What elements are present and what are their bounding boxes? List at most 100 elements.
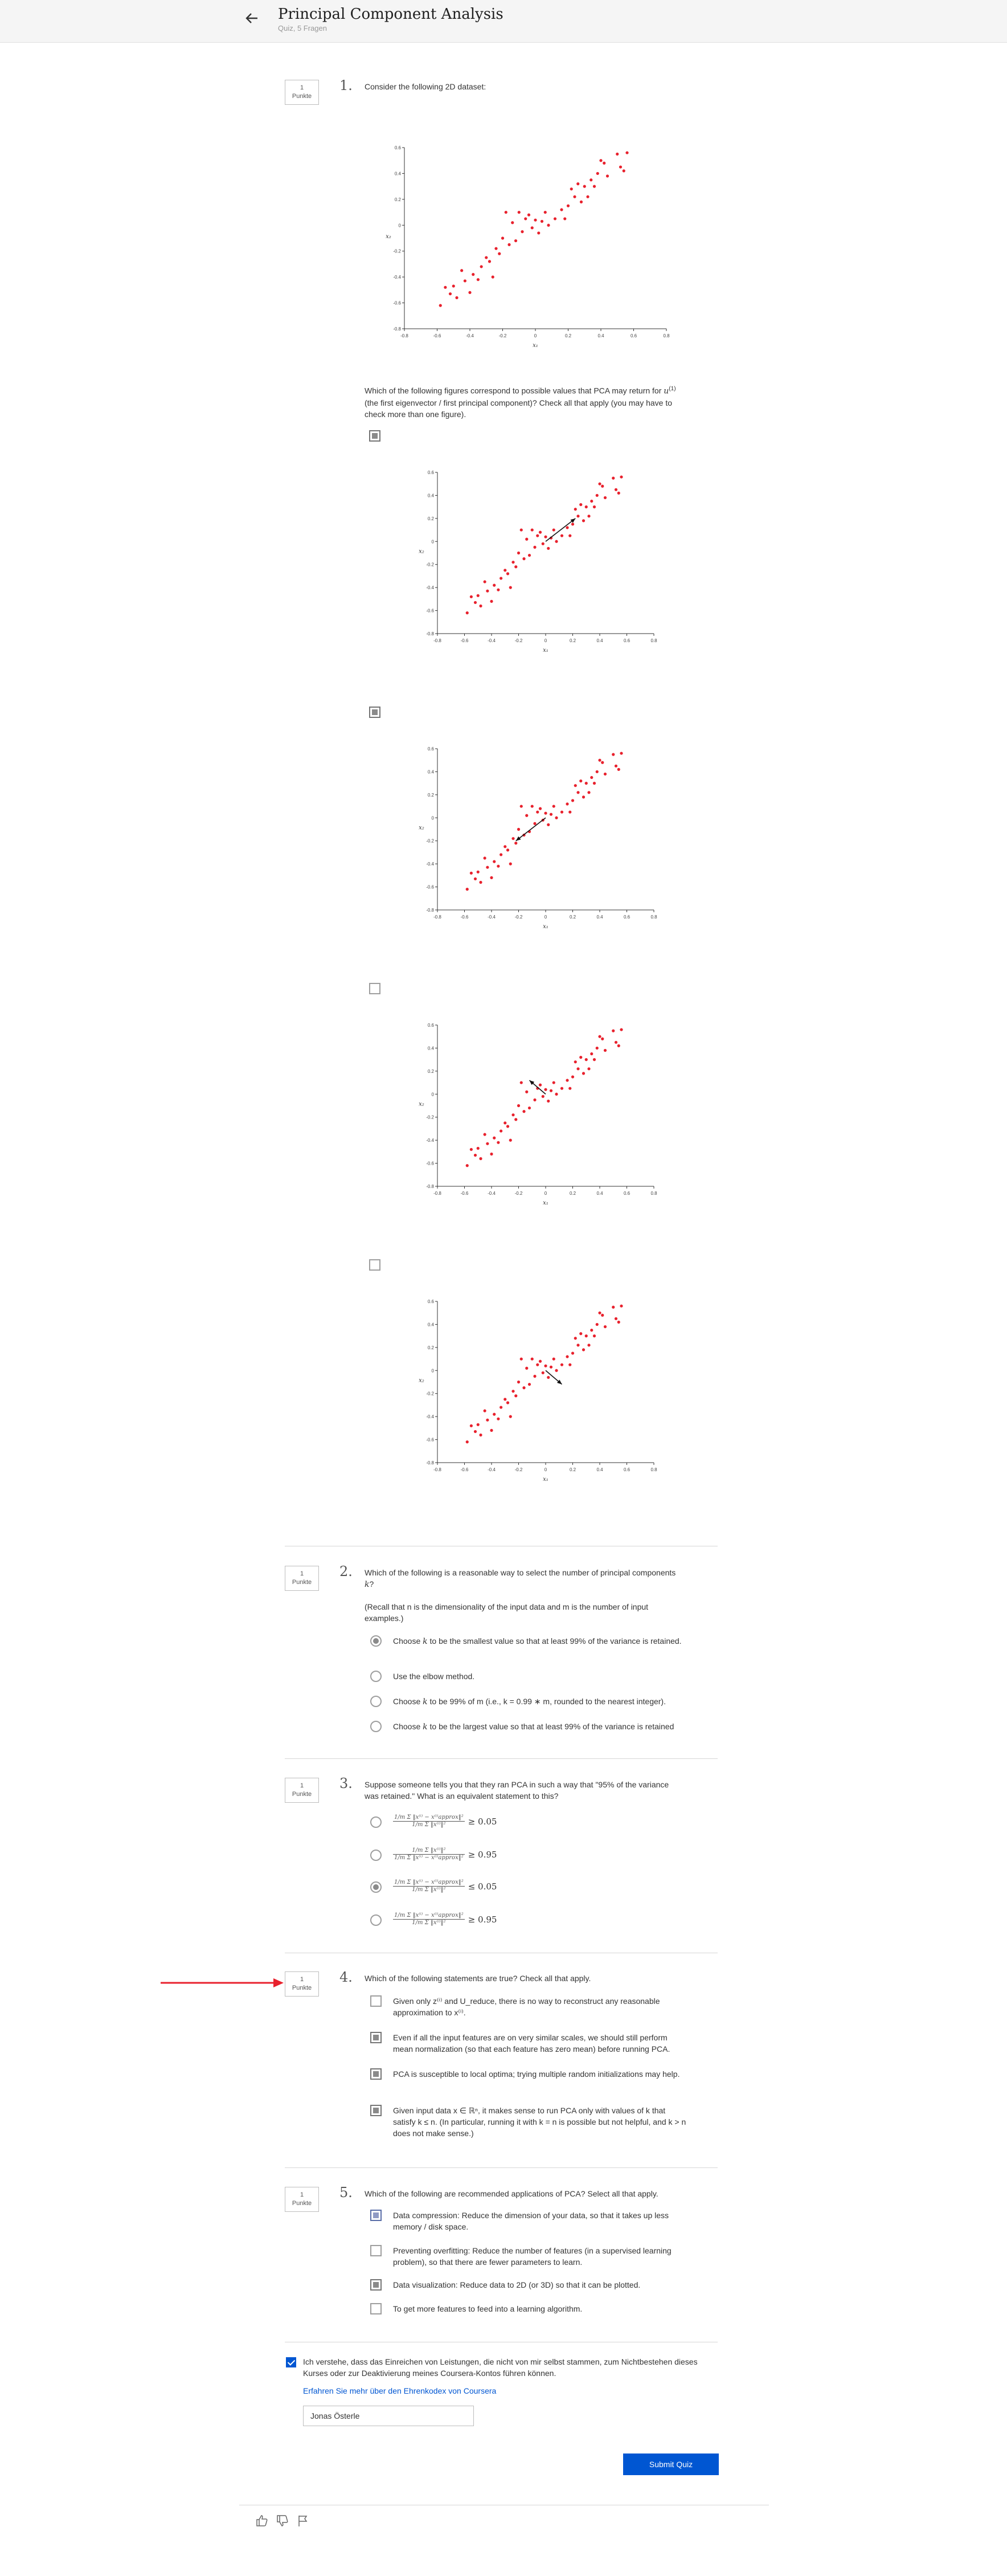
data-point (566, 526, 569, 529)
data-point (490, 876, 493, 879)
checkbox[interactable] (370, 2105, 382, 2116)
data-point (537, 231, 541, 235)
legal-name-input[interactable] (303, 2406, 474, 2426)
data-point (543, 210, 547, 214)
checkbox[interactable] (370, 2068, 382, 2080)
data-point (519, 805, 523, 808)
scatter-plot-option-1: -0.8 -0.6 -0.4 -0.2 0 0.2 0.4 0.6 0.8 0.6 0.4 0.2 0 -… (419, 470, 657, 654)
radio-button[interactable] (370, 1850, 382, 1861)
honor-code-link[interactable]: Erfahren Sie mehr über den Ehrenkodex vo… (303, 2386, 497, 2395)
checkbox[interactable] (370, 2245, 382, 2256)
y-tick-label: -0.4 (426, 1414, 434, 1419)
data-point (584, 1058, 588, 1062)
y-tick-label: -0.2 (393, 249, 401, 254)
q1-option-1-checkbox[interactable] (369, 430, 380, 442)
radio-button[interactable] (370, 1721, 382, 1732)
question-text: Which of the following are recommended a… (365, 2189, 658, 2198)
data-point (560, 534, 564, 537)
question-1-prompt: Which of the following figures correspon… (365, 386, 676, 419)
y-tick-label: 0.4 (428, 769, 435, 774)
q1-option-4-checkbox[interactable] (369, 1259, 380, 1271)
option-text: Given only z⁽ⁱ⁾ and U_reduce, there is n… (393, 1997, 660, 2017)
data-point (584, 782, 588, 785)
data-point (541, 1095, 545, 1098)
plot-axes: -0.8 -0.6 -0.4 -0.2 0 0.2 0.4 0.6 0.8 0.6 0.4 0.2 0 -… (386, 145, 670, 349)
y-tick-label: 0.4 (428, 1322, 435, 1327)
data-point (579, 200, 583, 203)
thumbs-up-icon[interactable] (255, 2514, 269, 2528)
radio-button[interactable] (370, 1914, 382, 1926)
back-arrow-icon[interactable] (244, 10, 260, 26)
data-point (504, 845, 507, 848)
option-formula: 1/m Σ ‖x⁽ⁱ⁾ − x⁽ⁱ⁾approx‖² 1/m Σ ‖x⁽ⁱ⁾‖² ≥… (393, 1814, 497, 1828)
radio-button[interactable] (370, 1881, 382, 1893)
data-point (533, 1374, 537, 1378)
data-point (566, 1355, 569, 1358)
x-tick-label: -0.6 (461, 1191, 469, 1196)
checkbox[interactable] (370, 2032, 382, 2043)
data-point (483, 1133, 486, 1136)
x-tick-label: 0.6 (631, 333, 637, 338)
data-point (547, 1099, 550, 1103)
x-axis-label: x₁ (543, 1200, 548, 1206)
plot-axes: -0.8 -0.6 -0.4 -0.2 0 0.2 0.4 0.6 0.8 0.6 0.4 0.2 0 -… (419, 470, 657, 654)
submit-quiz-button[interactable]: Submit Quiz (623, 2453, 719, 2475)
q1-option-2-checkbox[interactable] (369, 707, 380, 718)
option-text: PCA is susceptible to local optima; tryi… (393, 2069, 680, 2079)
data-point (584, 1334, 588, 1338)
data-point (525, 814, 529, 817)
checkbox[interactable] (370, 1995, 382, 2007)
points-badge: 1 Punkte (285, 1778, 319, 1803)
radio-button[interactable] (370, 1696, 382, 1707)
checkbox[interactable] (370, 2210, 382, 2221)
data-point (538, 1360, 542, 1363)
thumbs-down-icon[interactable] (276, 2514, 289, 2528)
data-point (507, 243, 511, 246)
y-tick-label: -0.6 (426, 609, 434, 614)
data-point (479, 1157, 482, 1161)
y-tick-label: 0.4 (428, 1046, 435, 1051)
data-point (504, 569, 507, 572)
data-point (500, 1406, 503, 1409)
checkbox[interactable] (370, 2279, 382, 2291)
scatter-plot-option-3: -0.8 -0.6 -0.4 -0.2 0 0.2 0.4 0.6 0.8 0.6 0.4 0.2 0 -… (419, 1023, 657, 1206)
honor-code-checkbox[interactable] (286, 2357, 296, 2367)
x-tick-label: 0.8 (650, 1467, 657, 1472)
data-point (514, 1394, 518, 1398)
x-axis-label: x₁ (543, 924, 548, 930)
option-text: Data visualization: Reduce data to 2D (o… (393, 2280, 641, 2289)
checkbox[interactable] (370, 2303, 382, 2314)
plot-axes: -0.8 -0.6 -0.4 -0.2 0 0.2 0.4 0.6 0.8 0.6 0.4 0.2 0 -… (419, 1023, 657, 1206)
data-point (612, 1305, 615, 1309)
data-point (563, 217, 567, 221)
data-point (494, 247, 498, 250)
data-point (500, 1129, 503, 1133)
radio-button[interactable] (370, 1635, 382, 1647)
data-point (592, 1058, 596, 1062)
q1-option-3-checkbox[interactable] (369, 983, 380, 994)
data-point (574, 1060, 577, 1064)
y-tick-label: 0 (432, 539, 435, 544)
y-tick-label: -0.4 (426, 1138, 434, 1143)
data-point (549, 813, 553, 816)
data-point (568, 1363, 572, 1366)
data-point (552, 1081, 555, 1084)
data-point (601, 1037, 604, 1040)
data-point (540, 219, 544, 223)
y-axis-label: x₂ (419, 825, 424, 831)
x-tick-label: 0.2 (565, 333, 572, 338)
x-tick-label: 0.6 (624, 638, 631, 643)
data-point (536, 1363, 539, 1366)
data-point (493, 583, 496, 587)
data-point (544, 1364, 547, 1367)
eigenvector-arrowhead (529, 1080, 535, 1085)
data-point (527, 1382, 531, 1386)
data-point (547, 823, 550, 827)
radio-button[interactable] (370, 1816, 382, 1828)
x-tick-label: -0.8 (433, 638, 441, 643)
data-point (486, 1142, 489, 1145)
radio-button[interactable] (370, 1671, 382, 1682)
flag-icon[interactable] (296, 2514, 310, 2528)
data-point (541, 542, 545, 545)
option-text: Given input data x ∈ ℝⁿ, it makes sense … (393, 2106, 686, 2138)
